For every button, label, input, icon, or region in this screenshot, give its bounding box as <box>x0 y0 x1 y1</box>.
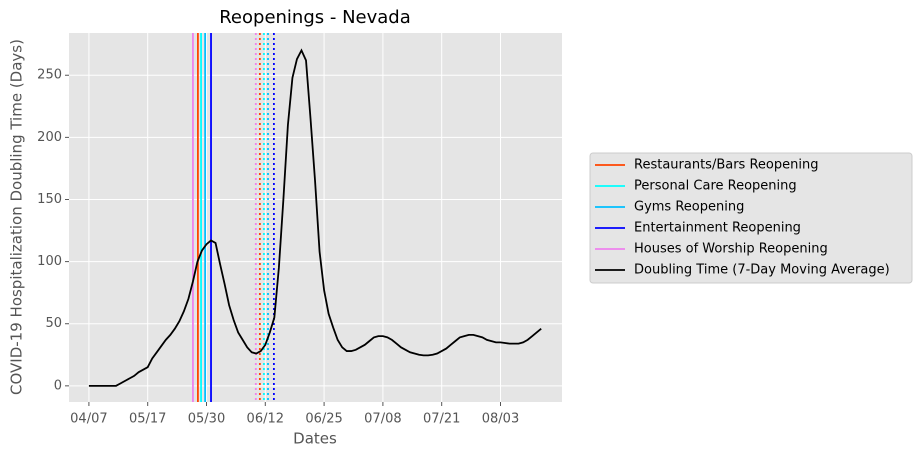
data-line <box>88 48 542 387</box>
legend-label: Entertainment Reopening <box>634 221 801 236</box>
x-tick-label: 07/21 <box>423 412 460 427</box>
y-tick-label: 250 <box>37 68 62 83</box>
x-tick-label: 08/03 <box>482 412 519 427</box>
x-tick-label: 06/12 <box>247 412 284 427</box>
y-axis-label: COVID-19 Hospitalization Doubling Time (… <box>8 39 26 395</box>
y-tick-label: 0 <box>54 378 62 393</box>
x-tick-label: 06/25 <box>305 412 342 427</box>
legend-box <box>589 152 913 284</box>
x-axis-label: Dates <box>293 430 337 448</box>
y-tick-label: 150 <box>37 192 62 207</box>
legend-label: Restaurants/Bars Reopening <box>634 158 818 173</box>
y-tick-label: 50 <box>45 316 62 331</box>
y-tick-label: 200 <box>37 130 62 145</box>
chart-title: Reopenings - Nevada <box>219 7 411 28</box>
x-tick-label: 04/07 <box>70 412 107 427</box>
legend-label: Doubling Time (7-Day Moving Average) <box>634 263 890 278</box>
y-tick-label: 100 <box>37 254 62 269</box>
x-tick-label: 05/17 <box>129 412 166 427</box>
legend-label: Personal Care Reopening <box>634 179 797 194</box>
x-tick-label: 05/30 <box>188 412 225 427</box>
legend-label: Gyms Reopening <box>634 200 744 215</box>
plot-area <box>69 33 562 402</box>
legend-label: Houses of Worship Reopening <box>634 242 828 257</box>
x-tick-label: 07/08 <box>364 412 401 427</box>
